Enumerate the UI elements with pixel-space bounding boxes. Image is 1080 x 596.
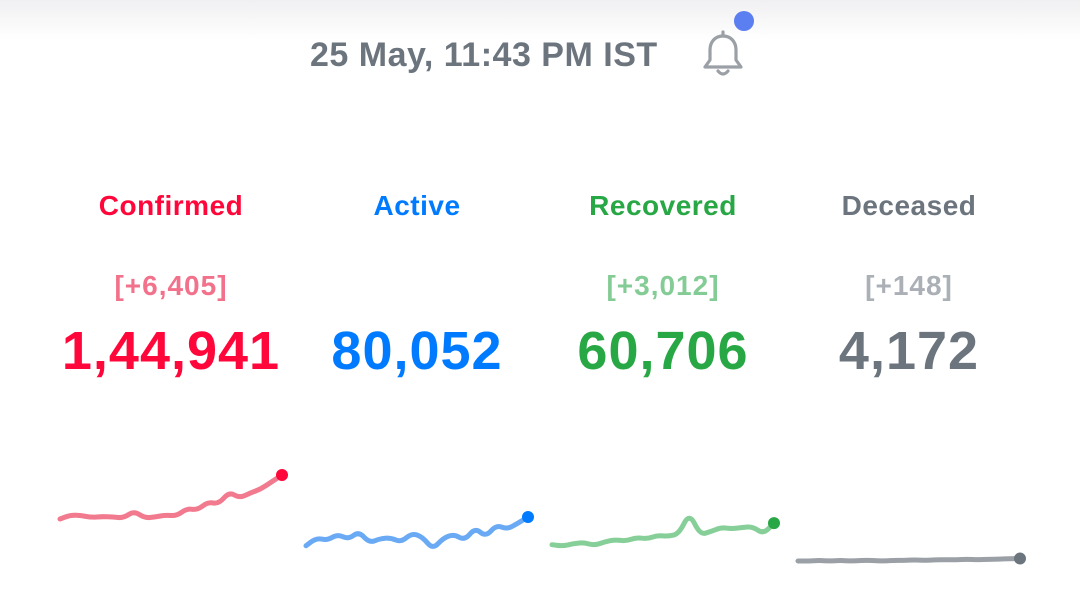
stat-active[interactable]: Active 80,052 bbox=[282, 0, 552, 596]
stat-recovered[interactable]: Recovered [+3,012] 60,706 bbox=[528, 0, 798, 596]
stat-value-confirmed: 1,44,941 bbox=[61, 321, 281, 381]
notification-dot bbox=[734, 11, 754, 31]
stat-label-active: Active bbox=[373, 190, 461, 221]
header-shadow bbox=[0, 0, 1080, 40]
header-bar: 25 May, 11:43 PM IST bbox=[0, 28, 1080, 88]
sparkline-endpoint-recovered bbox=[768, 517, 780, 530]
stat-delta-recovered: [+3,012] bbox=[606, 270, 720, 301]
stat-label-recovered: Recovered bbox=[589, 190, 737, 221]
sparkline-endpoint-deceased bbox=[1014, 552, 1026, 565]
sparkline-path-active bbox=[303, 514, 531, 549]
sparkline-path-recovered bbox=[549, 515, 777, 549]
stat-confirmed[interactable]: Confirmed [+6,405] 1,44,941 bbox=[36, 0, 306, 596]
sparkline-recovered bbox=[549, 515, 780, 549]
sparkline-confirmed bbox=[57, 469, 288, 522]
stat-delta-deceased: [+148] bbox=[865, 270, 953, 301]
stat-value-deceased: 4,172 bbox=[838, 321, 980, 381]
stat-label-confirmed: Confirmed bbox=[98, 190, 244, 221]
sparkline-endpoint-confirmed bbox=[276, 469, 288, 481]
stat-deceased[interactable]: Deceased [+148] 4,172 bbox=[774, 0, 1044, 596]
sparkline-endpoint-active bbox=[522, 511, 534, 523]
sparkline-path-confirmed bbox=[57, 472, 285, 522]
stat-value-recovered: 60,706 bbox=[577, 321, 749, 381]
sparkline-path-deceased bbox=[795, 556, 1023, 564]
stat-delta-confirmed: [+6,405] bbox=[114, 270, 228, 301]
bell-icon[interactable] bbox=[698, 30, 748, 80]
last-updated-timestamp: 25 May, 11:43 PM IST bbox=[310, 36, 658, 74]
sparkline-active bbox=[303, 511, 534, 549]
stat-label-deceased: Deceased bbox=[841, 190, 977, 221]
sparkline-deceased bbox=[795, 552, 1026, 565]
stat-value-active: 80,052 bbox=[331, 321, 503, 381]
